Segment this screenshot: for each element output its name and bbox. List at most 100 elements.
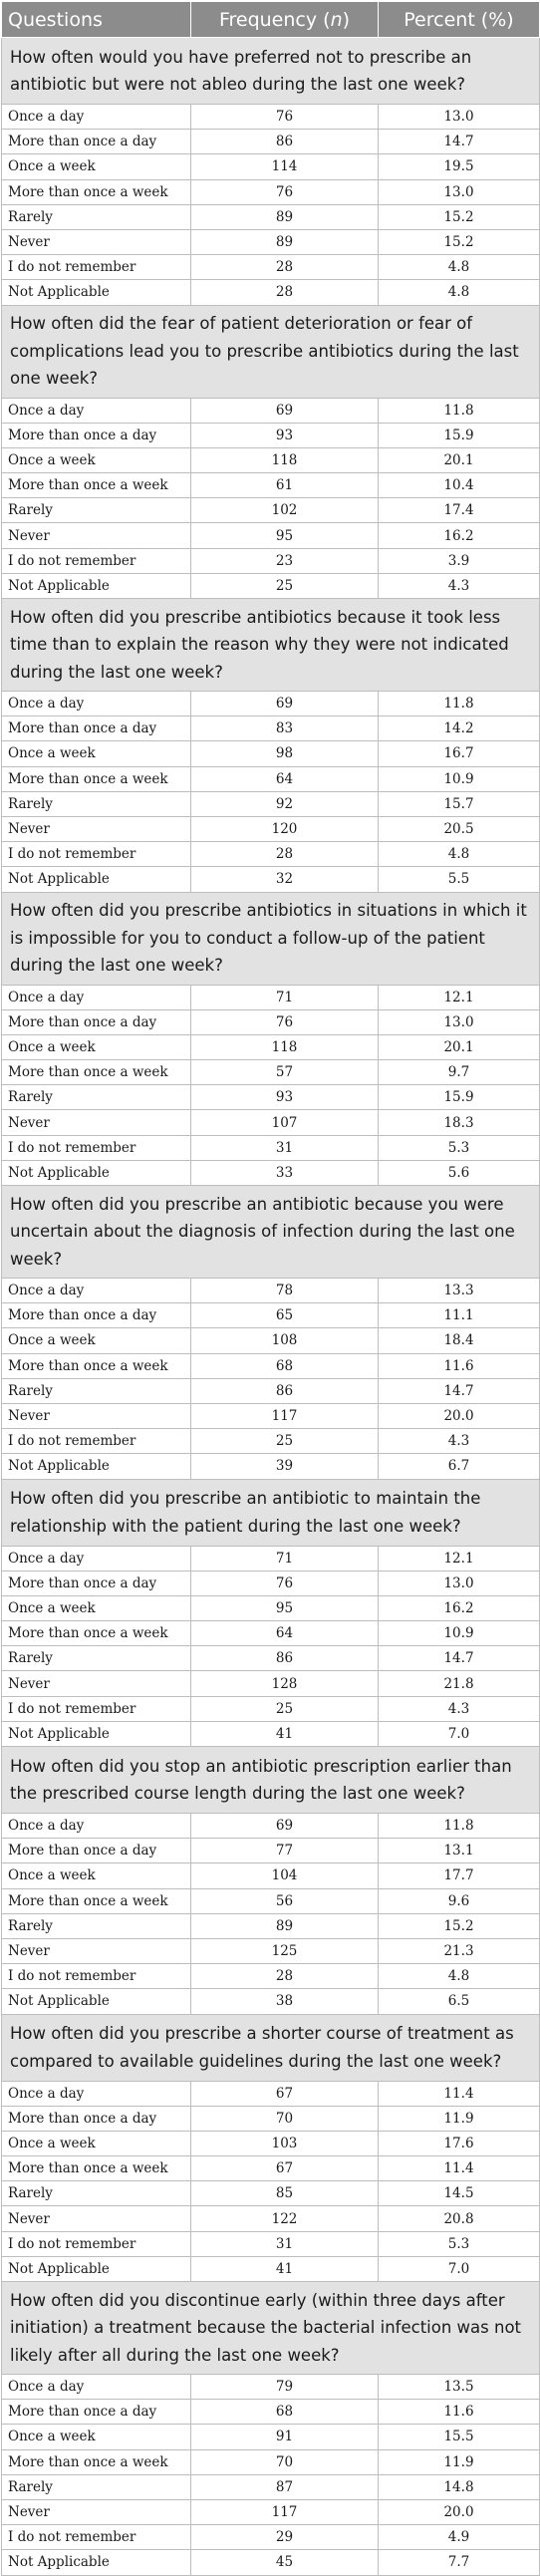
percent-cell: 4.3: [378, 1695, 540, 1722]
response-label: More than once a day: [1, 129, 191, 155]
table-row: More than once a week 64 10.9: [1, 765, 540, 792]
response-label: Rarely: [1, 1377, 191, 1404]
table-row: Once a day 71 12.1: [1, 984, 540, 1010]
response-label: Never: [1, 815, 191, 843]
percent-cell: 20.1: [378, 446, 540, 474]
response-label: I do not remember: [1, 1134, 191, 1161]
response-label: More than once a day: [1, 1302, 191, 1329]
table-row: Once a day 76 13.0: [1, 103, 540, 131]
table-row: I do not remember 25 4.3: [1, 1695, 540, 1722]
table-row: Once a week 118 20.1: [1, 446, 540, 474]
question-row: How often did you prescribe antibiotics …: [1, 598, 540, 692]
table-row: I do not remember 28 4.8: [1, 254, 540, 281]
response-label: Never: [1, 2205, 191, 2232]
frequency-cell: 103: [190, 2130, 379, 2157]
table-row: Never 117 20.0: [1, 2498, 540, 2526]
response-label: Once a day: [1, 690, 191, 717]
frequency-cell: 68: [190, 1352, 379, 1379]
response-label: More than once a day: [1, 2399, 191, 2426]
table-row: Once a week 108 18.4: [1, 1327, 540, 1354]
table-row: More than once a day 77 13.1: [1, 1838, 540, 1864]
frequency-cell: 31: [190, 1134, 379, 1161]
table-row: Not Applicable 25 4.3: [1, 572, 540, 600]
table-row: More than once a week 56 9.6: [1, 1887, 540, 1914]
response-label: I do not remember: [1, 254, 191, 281]
percent-cell: 16.2: [378, 1594, 540, 1622]
response-label: Once a week: [1, 1594, 191, 1622]
frequency-cell: 108: [190, 1327, 379, 1354]
response-label: Once a week: [1, 153, 191, 180]
response-label: I do not remember: [1, 1428, 191, 1455]
response-label: More than once a day: [1, 716, 191, 742]
table-row: I do not remember 25 4.3: [1, 1428, 540, 1455]
table-row: More than once a day 83 14.2: [1, 716, 540, 742]
response-label: Never: [1, 1402, 191, 1430]
response-label: I do not remember: [1, 1963, 191, 1990]
frequency-cell: 70: [190, 2448, 379, 2475]
percent-cell: 9.7: [378, 1059, 540, 1086]
frequency-cell: 117: [190, 1402, 379, 1430]
percent-cell: 6.5: [378, 1988, 540, 2015]
response-label: Not Applicable: [1, 866, 191, 893]
question-text: How often would you have preferred not t…: [1, 37, 540, 105]
table-row: Not Applicable 41 7.0: [1, 1720, 540, 1748]
percent-cell: 4.8: [378, 279, 540, 306]
frequency-cell: 56: [190, 1887, 379, 1914]
question-text: How often did you prescribe an antibioti…: [1, 1185, 540, 1279]
percent-cell: 10.4: [378, 472, 540, 499]
response-label: Once a day: [1, 397, 191, 424]
response-label: Rarely: [1, 2473, 191, 2500]
table-row: Not Applicable 39 6.7: [1, 1453, 540, 1480]
percent-cell: 18.3: [378, 1109, 540, 1136]
response-label: Not Applicable: [1, 2549, 191, 2576]
table-row: Not Applicable 38 6.5: [1, 1988, 540, 2015]
percent-cell: 11.9: [378, 2105, 540, 2132]
percent-cell: 10.9: [378, 1620, 540, 1647]
table-row: Rarely 89 15.2: [1, 1912, 540, 1939]
frequency-cell: 69: [190, 690, 379, 717]
response-label: Once a week: [1, 1327, 191, 1354]
response-label: Never: [1, 2498, 191, 2526]
question-row: How often would you have preferred not t…: [1, 37, 540, 105]
response-label: More than once a day: [1, 1008, 191, 1035]
percent-cell: 4.8: [378, 254, 540, 281]
frequency-cell: 118: [190, 1033, 379, 1061]
percent-cell: 5.3: [378, 2230, 540, 2257]
frequency-cell: 102: [190, 497, 379, 524]
frequency-cell: 87: [190, 2473, 379, 2500]
table-row: Rarely 86 14.7: [1, 1645, 540, 1672]
frequency-cell: 91: [190, 2424, 379, 2450]
percent-cell: 19.5: [378, 153, 540, 180]
table-row: Once a week 104 17.7: [1, 1862, 540, 1889]
response-label: Rarely: [1, 203, 191, 230]
frequency-cell: 31: [190, 2230, 379, 2257]
response-label: Once a day: [1, 2373, 191, 2401]
frequency-cell: 65: [190, 1302, 379, 1329]
response-label: Once a day: [1, 1277, 191, 1304]
table-row: Rarely 85 14.5: [1, 2180, 540, 2207]
table-row: Never 122 20.8: [1, 2205, 540, 2232]
percent-cell: 15.7: [378, 790, 540, 817]
percent-cell: 6.7: [378, 1453, 540, 1480]
response-label: I do not remember: [1, 841, 191, 868]
header-frequency-n: n: [330, 8, 343, 31]
percent-cell: 4.8: [378, 841, 540, 868]
percent-cell: 20.0: [378, 1402, 540, 1430]
table-row: More than once a day 76 13.0: [1, 1570, 540, 1596]
table-row: I do not remember 23 3.9: [1, 547, 540, 574]
response-label: Never: [1, 1937, 191, 1965]
response-label: Never: [1, 228, 191, 256]
frequency-cell: 25: [190, 1695, 379, 1722]
percent-cell: 15.5: [378, 2424, 540, 2450]
frequency-cell: 117: [190, 2498, 379, 2526]
table-row: Once a day 78 13.3: [1, 1277, 540, 1304]
table-row: Rarely 87 14.8: [1, 2473, 540, 2500]
response-label: I do not remember: [1, 2524, 191, 2551]
table-row: Never 95 16.2: [1, 522, 540, 549]
response-label: Once a day: [1, 1812, 191, 1840]
percent-cell: 7.0: [378, 2255, 540, 2283]
frequency-cell: 107: [190, 1109, 379, 1136]
table-row: Once a week 98 16.7: [1, 740, 540, 767]
percent-cell: 13.1: [378, 1838, 540, 1864]
response-label: Once a day: [1, 2080, 191, 2107]
